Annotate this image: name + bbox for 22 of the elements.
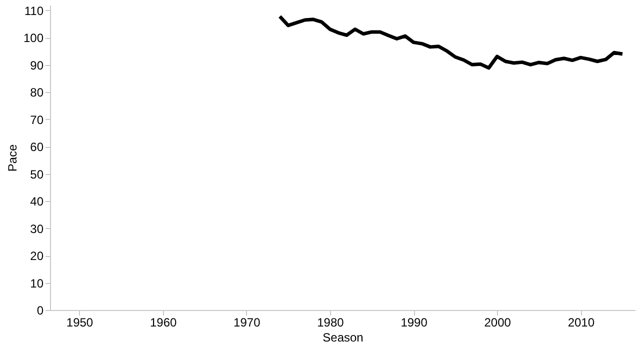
y-axis-title: Pace xyxy=(5,144,20,172)
y-tick-label: 10 xyxy=(30,276,44,290)
y-tick-label: 0 xyxy=(36,304,44,318)
x-tick-label: 1990 xyxy=(400,316,428,330)
x-tick-label: 2010 xyxy=(568,316,595,330)
x-tick-label: 1980 xyxy=(317,316,344,330)
x-tick-label: 1970 xyxy=(234,316,261,330)
y-tick-label: 90 xyxy=(30,58,44,72)
y-tick-label: 60 xyxy=(30,140,44,154)
y-tick-label: 100 xyxy=(23,31,44,46)
y-tick-label: 30 xyxy=(30,222,44,236)
y-tick-label: 20 xyxy=(30,249,44,264)
x-tick-label: 1960 xyxy=(150,316,177,330)
x-tick-label: 2000 xyxy=(484,316,512,330)
line-series xyxy=(278,14,624,70)
x-axis-title: Season xyxy=(322,330,364,344)
y-tick-label: 40 xyxy=(30,194,44,209)
y-tick-label: 110 xyxy=(24,4,44,18)
y-tick-label: 80 xyxy=(30,86,44,100)
y-tick-label: 70 xyxy=(30,112,44,127)
y-tick-label: 50 xyxy=(30,167,44,182)
x-tick-label: 1950 xyxy=(66,316,94,330)
